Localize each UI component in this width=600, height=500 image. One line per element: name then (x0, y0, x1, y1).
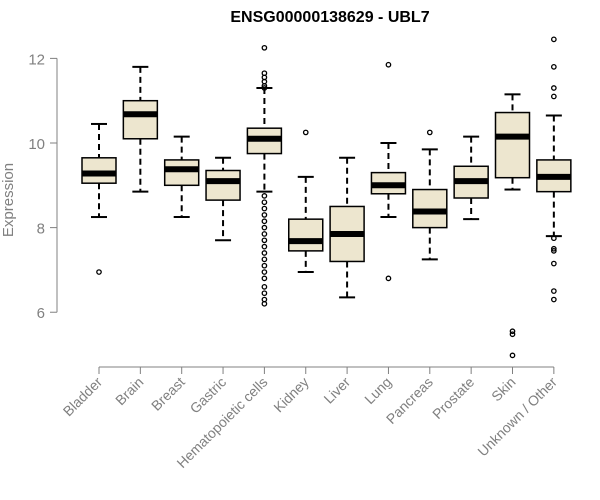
iqr-box (288, 218, 324, 252)
outlier-point (261, 224, 268, 231)
outlier-point (550, 85, 557, 91)
box-group (412, 129, 448, 261)
iqr-box (494, 111, 531, 179)
outlier-point (509, 331, 516, 338)
x-tick-label: Breast (148, 374, 188, 414)
outlier-point (261, 237, 268, 244)
y-axis-label: Expression (0, 163, 17, 237)
x-tick-label: Bladder (60, 374, 106, 420)
box-group (122, 65, 159, 193)
outlier-point (261, 83, 268, 89)
outlier-point (261, 250, 268, 256)
iqr-box (122, 99, 159, 140)
outlier-point (509, 352, 516, 359)
outlier-point (550, 245, 557, 252)
box-group (494, 93, 531, 359)
box-group (329, 156, 365, 299)
outlier-point (96, 269, 102, 275)
outlier-point (426, 129, 433, 136)
y-axis: 6 8 10 12 (28, 51, 58, 322)
outlier-point (261, 262, 268, 269)
outlier-point (550, 93, 557, 100)
x-tick-label: Brain (112, 374, 146, 408)
y-tick-label: 10 (28, 136, 45, 153)
x-tick-label: Lung (361, 374, 394, 407)
outlier-point (261, 231, 268, 237)
box-group (288, 129, 324, 274)
outlier-point (550, 260, 557, 267)
outlier-point (550, 235, 557, 242)
outlier-point (550, 296, 557, 303)
y-tick-label: 8 (37, 221, 45, 238)
outlier-point (261, 212, 268, 218)
y-tick-label: 6 (37, 305, 45, 322)
outlier-point (261, 243, 268, 250)
outlier-point (261, 283, 268, 290)
outlier-point (261, 269, 268, 275)
x-tick-label: Prostate (429, 374, 477, 422)
outlier-point (261, 193, 268, 199)
box-group (370, 61, 407, 282)
x-tick-label: Skin (488, 374, 519, 405)
outlier-point (261, 290, 268, 297)
boxes-layer (81, 36, 572, 359)
outlier-point (385, 61, 392, 68)
x-tick-label: Kidney (270, 374, 312, 416)
y-tick-label: 12 (28, 51, 45, 68)
chart-title: ENSG00000138629 - UBL7 (230, 9, 429, 26)
iqr-box (205, 169, 241, 201)
x-tick-label: Liver (320, 374, 353, 407)
iqr-box (163, 159, 200, 187)
outlier-point (261, 205, 268, 212)
outlier-point (550, 248, 557, 254)
box-group (536, 36, 572, 303)
outlier-point (261, 275, 268, 282)
box-group (163, 135, 200, 219)
outlier-point (261, 44, 268, 51)
outlier-point (385, 275, 392, 282)
outlier-point (509, 328, 516, 335)
outlier-point (550, 288, 557, 294)
outlier-point (261, 199, 268, 206)
outlier-point (550, 63, 557, 70)
box-group (81, 122, 117, 275)
box-group (205, 156, 241, 242)
box-group (246, 44, 283, 307)
outlier-point (302, 129, 309, 136)
outlier-point (261, 256, 268, 263)
outlier-point (261, 218, 268, 225)
box-group (453, 135, 489, 221)
outlier-point (261, 85, 268, 91)
outlier-point (550, 36, 557, 43)
outlier-point (261, 300, 268, 307)
